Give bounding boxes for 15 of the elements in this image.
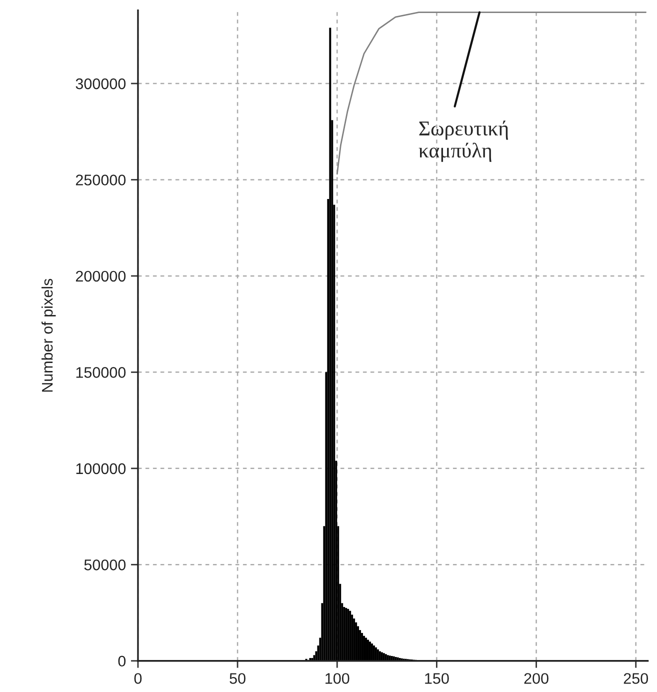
annotation: Σωρευτική καμπύλη <box>418 120 508 162</box>
y-tick-label: 250000 <box>76 174 126 186</box>
y-tick-label: 100000 <box>76 463 126 474</box>
y-tick-label: 150000 <box>76 367 126 378</box>
x-tick-label: 200 <box>524 673 548 684</box>
y-tick-label: 300000 <box>76 78 126 90</box>
x-tick-label: 0 <box>134 673 142 684</box>
x-tick-label: 250 <box>624 673 648 684</box>
x-tick-label: 150 <box>425 673 449 684</box>
x-tick-label: 50 <box>230 673 246 684</box>
y-tick-label: 0 <box>118 656 126 667</box>
y-axis-title: Number of pixels <box>42 278 56 392</box>
y-tick-label: 200000 <box>76 270 126 282</box>
x-tick-label: 100 <box>326 673 350 684</box>
y-tick-label: 50000 <box>84 560 126 570</box>
